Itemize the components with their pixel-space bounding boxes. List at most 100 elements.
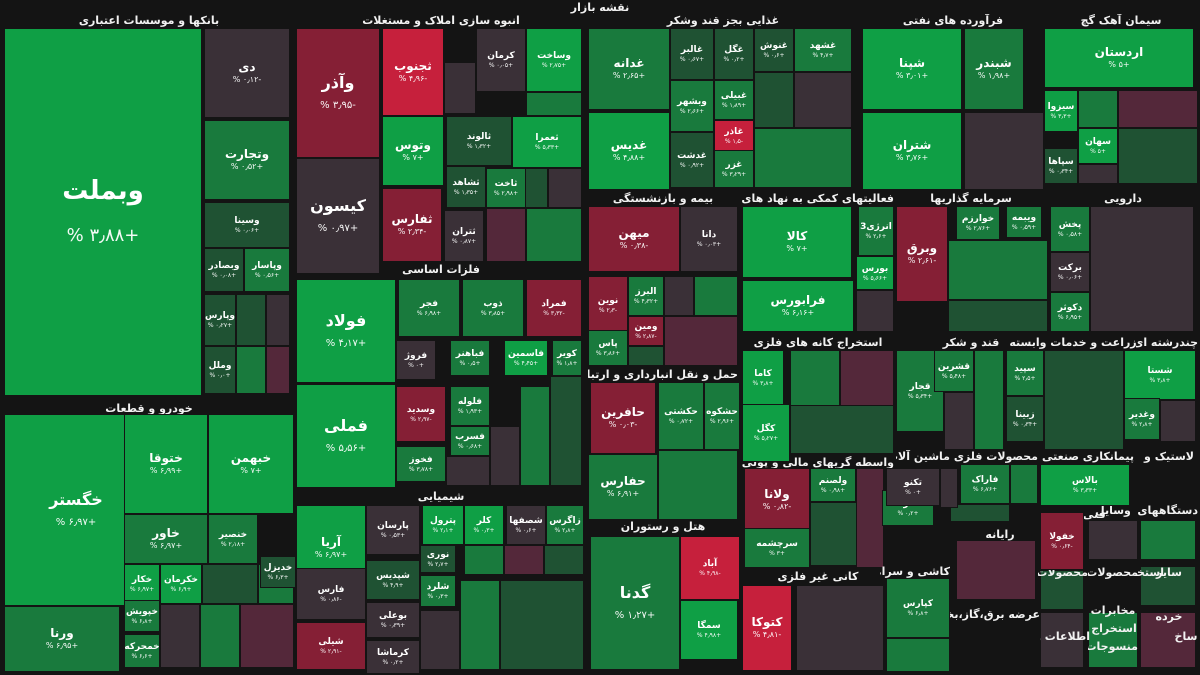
treemap-tile[interactable]: شلرد +۰٫۳ % — [420, 575, 456, 607]
treemap-tile[interactable]: وساخت +۲٫۷۵ % — [526, 28, 582, 92]
treemap-tile[interactable]: وآذر -۳٫۹۵ % — [296, 28, 380, 158]
treemap-tile[interactable]: فلوله +۱٫۹۳ % — [450, 386, 490, 426]
treemap-tile-small[interactable] — [948, 300, 1048, 332]
treemap-tile[interactable]: فارس -۰٫۸۶ % — [296, 568, 366, 620]
treemap-tile[interactable]: وبشهر +۲٫۶۶ % — [670, 80, 714, 132]
treemap-tile-small[interactable] — [1044, 350, 1124, 450]
treemap-tile-small[interactable] — [550, 376, 582, 486]
treemap-tile[interactable]: وتوس +۷ % — [382, 116, 444, 186]
treemap-tile[interactable]: ذوب +۳٫۸۵ % — [462, 279, 524, 337]
treemap-tile[interactable]: کالا +۷ % — [742, 206, 852, 278]
treemap-tile[interactable]: پارسان +۰٫۵۳ % — [366, 505, 420, 555]
treemap-tile-small[interactable] — [504, 545, 544, 575]
treemap-tile[interactable]: غنوش +۰٫۶ % — [754, 28, 794, 72]
treemap-tile[interactable]: شیلی -۲٫۹۱ % — [296, 622, 366, 670]
treemap-tile[interactable]: فسرب +۰٫۶۸ % — [450, 426, 490, 456]
treemap-tile[interactable]: شپدیس +۴٫۹ % — [366, 560, 420, 600]
treemap-tile[interactable]: بالاس +۳٫۳۳ % — [1040, 464, 1130, 506]
treemap-tile[interactable]: شپنا +۳٫۰۱ % — [862, 28, 962, 110]
treemap-tile-small[interactable] — [1160, 400, 1196, 442]
treemap-tile-small[interactable] — [974, 350, 1004, 450]
treemap-tile[interactable]: سپید +۲٫۵ % — [1006, 350, 1044, 396]
treemap-tile[interactable]: وسدید -۲٫۹۷ % — [396, 386, 446, 442]
treemap-tile[interactable]: وپاسار +۰٫۵۶ % — [244, 248, 290, 292]
treemap-tile[interactable]: انرژی3 +۲٫۶ % — [858, 206, 894, 256]
treemap-tile-small[interactable] — [1088, 520, 1138, 560]
treemap-tile-small[interactable] — [1118, 128, 1198, 184]
treemap-tile[interactable]: میهن -۰٫۳۸ % — [588, 206, 680, 272]
treemap-tile[interactable]: نوری +۲٫۷ % — [420, 545, 456, 573]
treemap-tile[interactable]: کپارس +۶٫۸ % — [886, 578, 950, 638]
treemap-tile[interactable]: ویبمه +۰٫۵۹ % — [1006, 206, 1042, 238]
treemap-tile[interactable]: شصفها +۰٫۶ % — [506, 505, 546, 545]
treemap-tile[interactable]: حشکوه +۲٫۹۶ % — [704, 382, 740, 450]
treemap-tile[interactable]: حفارس +۶٫۹۱ % — [588, 454, 658, 520]
treemap-tile[interactable]: ورنا +۶٫۹۵ % — [4, 606, 120, 672]
treemap-tile-small[interactable] — [1040, 570, 1084, 610]
treemap-tile-small[interactable] — [520, 386, 550, 486]
treemap-tile[interactable]: کلر +۰٫۳ % — [464, 505, 504, 545]
treemap-tile-small[interactable] — [266, 294, 290, 346]
treemap-tile[interactable]: پترول +۲٫۱ % — [422, 505, 464, 545]
treemap-tile[interactable]: نوین -۲٫۳ % — [588, 276, 628, 334]
treemap-tile[interactable]: ولانا -۰٫۸۲ % — [744, 468, 810, 532]
treemap-tile[interactable]: غالبر +۰٫۶۷ % — [670, 28, 714, 80]
treemap-tile[interactable]: ثجنوب -۴٫۹۶ % — [382, 28, 444, 116]
treemap-tile[interactable]: خدیزل +۶٫۳ % — [260, 556, 296, 588]
treemap-tile[interactable]: فاسمین +۴٫۴۵ % — [504, 340, 548, 376]
treemap-tile-small[interactable] — [236, 294, 266, 346]
treemap-tile[interactable]: فباهنر +۰٫۵ % — [450, 340, 490, 376]
treemap-tile-small[interactable] — [486, 208, 526, 262]
treemap-tile[interactable]: اردستان +۵ % — [1044, 28, 1194, 88]
treemap-tile[interactable]: خاور +۶٫۹۷ % — [124, 514, 208, 564]
treemap-tile[interactable]: سپاها +۰٫۳۴ % — [1044, 148, 1078, 184]
treemap-tile[interactable]: فرابورس +۶٫۱۶ % — [742, 280, 854, 332]
treemap-tile-small[interactable] — [1090, 206, 1194, 332]
treemap-tile[interactable]: وبصادر +۰٫۰۸ % — [204, 248, 244, 292]
treemap-tile-small[interactable] — [240, 604, 294, 668]
treemap-tile[interactable]: وغدیر +۲٫۸ % — [1124, 398, 1160, 440]
treemap-tile[interactable]: غزر +۳٫۲۹ % — [714, 150, 754, 188]
treemap-tile-small[interactable] — [1078, 164, 1118, 184]
treemap-tile[interactable]: خکار +۶٫۹۷ % — [124, 564, 160, 604]
treemap-tile[interactable]: برکت +۰٫۰۶ % — [1050, 252, 1090, 292]
treemap-tile-small[interactable] — [1040, 612, 1084, 668]
treemap-tile-small[interactable] — [948, 240, 1048, 300]
treemap-tile[interactable]: فاراک +۶٫۷۶ % — [960, 464, 1010, 504]
treemap-tile[interactable]: وتجارت +۰٫۵۲ % — [204, 120, 290, 200]
treemap-tile[interactable]: فخوز +۳٫۷۸ % — [396, 446, 446, 482]
treemap-tile[interactable]: شتران +۳٫۷۶ % — [862, 112, 962, 190]
treemap-tile[interactable]: زاگرس +۲٫۸ % — [546, 505, 584, 545]
treemap-tile[interactable]: شستا +۳٫۸ % — [1124, 350, 1196, 400]
treemap-tile[interactable]: شبندر +۱٫۹۸ % — [964, 28, 1024, 110]
treemap-tile-small[interactable] — [444, 62, 476, 114]
treemap-tile[interactable]: بوعلی +۰٫۳۹ % — [366, 602, 420, 638]
treemap-tile[interactable]: وبرق -۲٫۶۱ % — [896, 206, 948, 302]
treemap-tile[interactable]: وپارس +۰٫۲۷ % — [204, 294, 236, 346]
treemap-tile[interactable]: کویر +۱٫۸ % — [552, 340, 582, 376]
treemap-tile[interactable]: ومین -۲٫۸۷ % — [628, 316, 664, 346]
treemap-tile[interactable]: ختوقا +۶٫۹۹ % — [124, 414, 208, 514]
treemap-tile[interactable]: کتوکا -۴٫۸۱ % — [742, 585, 792, 671]
treemap-tile[interactable]: دی -۰٫۱۲ % — [204, 28, 290, 118]
treemap-tile[interactable]: البرز +۴٫۳۲ % — [628, 276, 664, 316]
treemap-tile-small[interactable] — [794, 72, 852, 128]
treemap-tile[interactable]: وبملت +۳٫۸۸ % — [4, 28, 202, 396]
treemap-tile[interactable]: ثفارس -۲٫۳۴ % — [382, 188, 442, 262]
treemap-tile[interactable]: فملی +۵٫۵۶ % — [296, 384, 396, 488]
treemap-tile[interactable]: پخش +۰٫۵۸ % — [1050, 206, 1090, 252]
treemap-tile-small[interactable] — [956, 540, 1036, 600]
treemap-tile[interactable]: سمگا +۴٫۹۸ % — [680, 600, 738, 660]
treemap-tile[interactable]: دکوثر +۶٫۹۵ % — [1050, 292, 1090, 332]
treemap-tile[interactable]: کرمان +۰٫۰۵ % — [476, 28, 526, 92]
treemap-tile[interactable]: دانا +۰٫۰۳ % — [680, 206, 738, 272]
treemap-tile[interactable]: وسینا +۰٫۰۶ % — [204, 202, 290, 248]
treemap-tile-small[interactable] — [796, 585, 884, 671]
treemap-tile[interactable]: خپویش +۶٫۸ % — [124, 600, 160, 632]
treemap-tile[interactable]: وملل +۰٫۰ % — [204, 346, 236, 394]
treemap-tile[interactable]: بورس +۵٫۶۶ % — [856, 256, 894, 290]
treemap-tile-small[interactable] — [1088, 612, 1138, 668]
treemap-tile[interactable]: غبیلی +۱٫۸۹ % — [714, 80, 754, 120]
treemap-tile-small[interactable] — [658, 450, 738, 520]
treemap-tile[interactable]: فجر +۶٫۹۸ % — [398, 279, 460, 337]
